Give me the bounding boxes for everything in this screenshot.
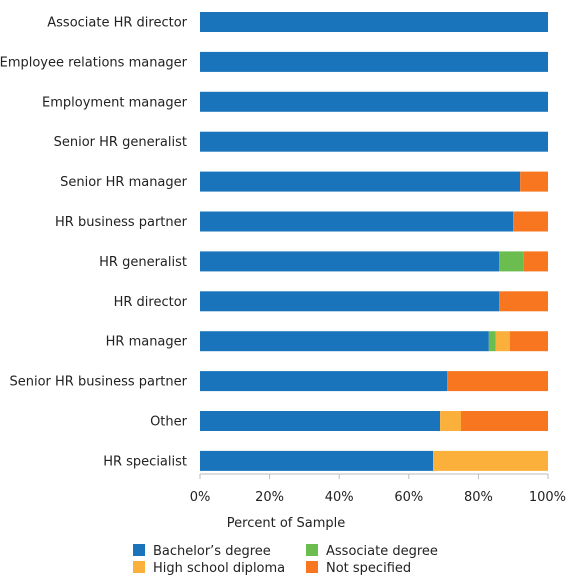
bar-segment-6-3 [523, 251, 548, 272]
bar-segment-8-3 [509, 331, 548, 352]
bars-layer [200, 12, 548, 471]
bar-segment-6-0 [200, 251, 500, 272]
category-label-0: Associate HR director [47, 16, 187, 31]
bar-segment-2-0 [200, 91, 548, 112]
category-label-6: HR generalist [99, 255, 187, 270]
bar-segment-11-0 [200, 450, 434, 471]
legend-swatch-2 [133, 561, 145, 573]
legend-swatch-0 [133, 544, 145, 556]
category-labels: Associate HR director Employee relations … [0, 16, 188, 470]
x-tick-label-0: 0% [190, 490, 211, 505]
bar-segment-6-1 [499, 251, 524, 272]
category-label-7: HR director [114, 295, 188, 310]
bar-segment-8-1 [488, 331, 496, 352]
bar-segment-7-0 [200, 291, 500, 312]
legend-swatch-1 [306, 544, 318, 556]
category-label-4: Senior HR manager [60, 175, 188, 190]
legend-label-1: Associate degree [326, 544, 438, 559]
category-label-10: Other [150, 415, 188, 430]
category-label-2: Employment manager [42, 95, 188, 110]
category-label-1: Employee relations manager [0, 55, 188, 70]
bar-segment-10-0 [200, 411, 441, 431]
category-label-9: Senior HR business partner [9, 375, 187, 390]
bar-segment-10-3 [461, 411, 548, 431]
x-tick-label-4: 80% [464, 490, 493, 505]
legend: Bachelor’s degree Associate degree High sc… [133, 544, 438, 576]
bar-segment-10-2 [440, 411, 461, 431]
x-tick-label-5: 100% [529, 490, 566, 505]
x-tick-label-2: 40% [325, 490, 354, 505]
bar-segment-8-0 [200, 331, 489, 352]
bar-segment-11-2 [433, 450, 548, 471]
legend-label-0: Bachelor’s degree [153, 544, 271, 559]
x-tick-label-3: 60% [394, 490, 423, 505]
x-axis-title: Percent of Sample [227, 516, 345, 531]
bar-segment-4-0 [200, 171, 521, 192]
legend-label-2: High school diploma [153, 561, 285, 576]
bar-segment-0-0 [200, 12, 548, 32]
x-tick-label-1: 20% [255, 490, 284, 505]
bar-segment-9-3 [447, 371, 548, 392]
category-label-3: Senior HR generalist [54, 135, 187, 150]
bar-segment-1-0 [200, 51, 548, 72]
category-label-5: HR business partner [55, 215, 188, 230]
category-label-11: HR specialist [103, 454, 187, 469]
bar-segment-7-3 [499, 291, 548, 312]
bar-segment-9-0 [200, 371, 448, 392]
bar-segment-4-3 [520, 171, 548, 192]
bar-segment-8-2 [495, 331, 510, 352]
bar-segment-5-3 [513, 211, 548, 232]
x-axis-ticks: 0% 20% 40% 60% 80% 100% [190, 474, 566, 505]
legend-label-3: Not specified [326, 561, 411, 576]
bar-segment-5-0 [200, 211, 514, 232]
bar-segment-3-0 [200, 131, 548, 152]
category-label-8: HR manager [106, 335, 188, 350]
legend-swatch-3 [306, 561, 318, 573]
